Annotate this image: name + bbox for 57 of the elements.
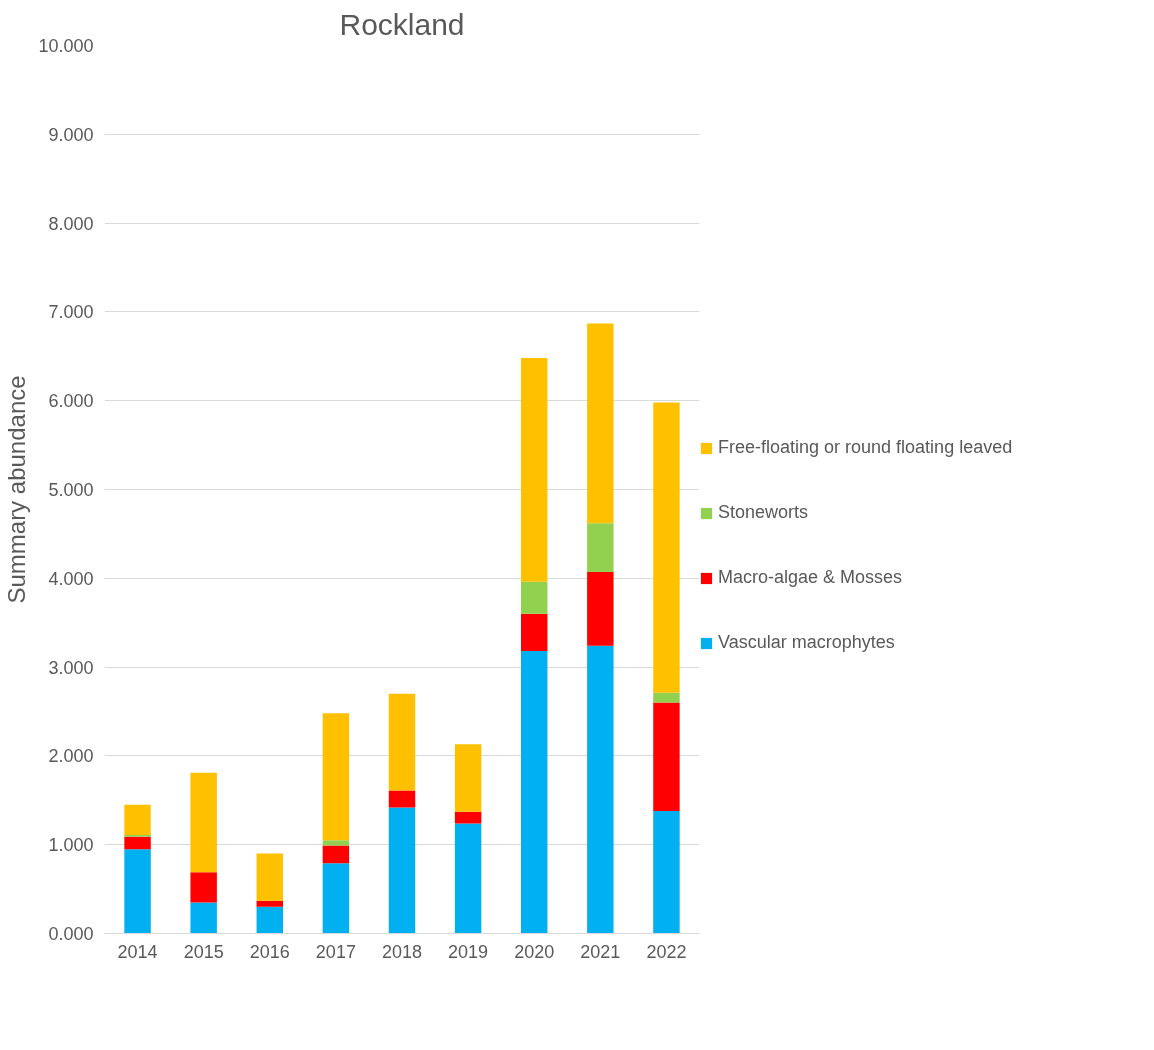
bar [587, 645, 614, 934]
y-tick-label: 6.000 [48, 391, 94, 412]
bar [322, 845, 350, 864]
bar [653, 702, 680, 811]
bar [190, 902, 217, 934]
bar [322, 840, 350, 846]
bar [256, 906, 283, 934]
y-tick-label: 4.000 [48, 568, 94, 589]
bar [521, 358, 548, 582]
bar [322, 863, 350, 934]
bar [521, 581, 548, 614]
x-tick-label: 2016 [249, 941, 290, 962]
legend-label: Vascular macrophytes [718, 632, 895, 653]
y-tick-label: 3.000 [48, 657, 94, 678]
y-tick-label: 0.000 [48, 924, 94, 944]
bar [653, 692, 680, 703]
y-tick-label: 8.000 [48, 213, 94, 234]
y-tick-label: 9.000 [48, 124, 94, 145]
legend-label: Stoneworts [718, 502, 809, 523]
bar [454, 823, 482, 934]
y-tick-label: 1.000 [48, 835, 94, 856]
bar [521, 613, 548, 652]
bar [388, 807, 416, 934]
bar [454, 744, 482, 812]
bar [454, 811, 482, 824]
x-tick-label: 2019 [448, 941, 489, 962]
y-axis-title: Summary abundance [3, 375, 31, 604]
bar [124, 836, 151, 850]
bar [124, 849, 151, 934]
bar [124, 804, 151, 835]
bar [388, 790, 416, 808]
x-tick-label: 2021 [580, 941, 621, 962]
x-tick-label: 2018 [381, 941, 423, 962]
legend-label: Free-floating or round floating leaved [718, 437, 1013, 458]
y-tick-label: 2.000 [48, 746, 94, 767]
bar [653, 810, 680, 934]
bar [653, 402, 680, 693]
bar [587, 523, 614, 573]
bar [388, 693, 416, 791]
bar [322, 713, 350, 841]
x-tick-label: 2014 [117, 941, 158, 962]
bar [190, 872, 217, 903]
bar [256, 900, 283, 907]
bar [190, 772, 217, 873]
x-tick-label: 2017 [315, 941, 356, 962]
x-tick-label: 2015 [183, 941, 224, 962]
bar [587, 323, 614, 524]
chart-title: Rockland [339, 7, 465, 41]
bar [256, 853, 283, 901]
bar [521, 651, 548, 934]
x-tick-label: 2020 [514, 941, 555, 962]
legend-label: Macro-algae & Mosses [718, 567, 903, 588]
x-tick-label: 2022 [646, 941, 687, 962]
y-tick-label: 7.000 [48, 302, 94, 323]
y-tick-label: 5.000 [48, 480, 94, 500]
bar [587, 572, 614, 646]
y-tick-label: 10.000 [38, 36, 94, 56]
